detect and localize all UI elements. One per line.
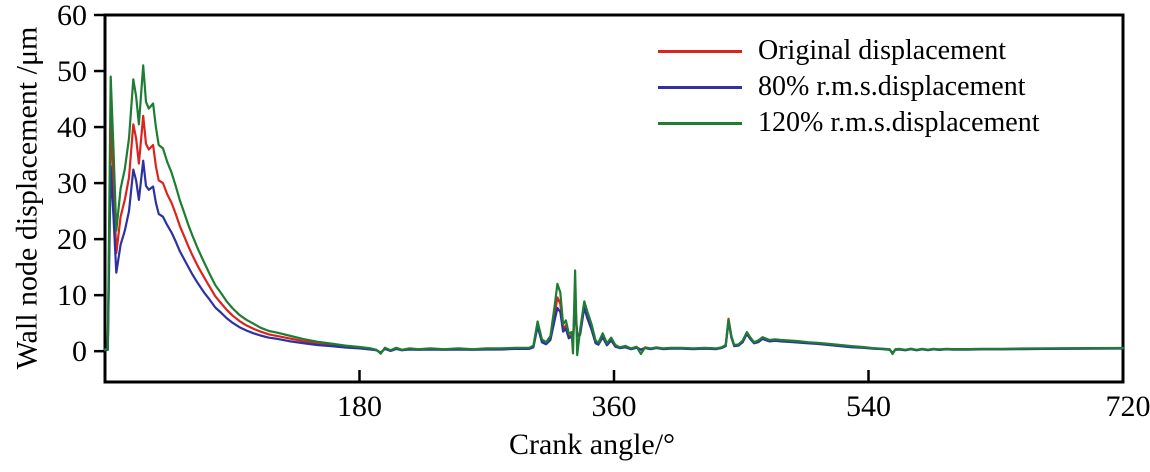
x-axis-title: Crank angle/° (509, 428, 675, 461)
y-tick-label: 30 (57, 167, 87, 200)
series-line-2 (103, 159, 1125, 354)
legend-line-swatch-blue (658, 85, 742, 89)
y-tick-label: 40 (57, 111, 87, 144)
legend-line-swatch-red (658, 49, 742, 53)
series-line-3 (103, 64, 1125, 357)
legend-label-80-rms-displacement: 80% r.m.s.displacement (758, 71, 1026, 102)
x-tick-label: 720 (1106, 390, 1150, 423)
series-line-1 (103, 114, 1125, 355)
legend-item-80-rms-displacement: 80% r.m.s.displacement (658, 69, 1040, 105)
x-tick-label: 180 (337, 390, 382, 423)
x-tick-label: 540 (846, 390, 891, 423)
plot-area: 0 10 20 30 40 50 60 180 360 540 720 (57, 0, 1150, 423)
y-tick-label: 50 (57, 55, 87, 88)
legend: Original displacement 80% r.m.s.displace… (658, 33, 1040, 141)
legend-label-original-displacement: Original displacement (758, 35, 1007, 66)
legend-label-120-rms-displacement: 120% r.m.s.displacement (758, 107, 1040, 138)
legend-item-original-displacement: Original displacement (658, 33, 1040, 69)
legend-item-120-rms-displacement: 120% r.m.s.displacement (658, 105, 1040, 141)
y-tick-label: 60 (57, 0, 87, 32)
y-axis-title: Wall node displacement /μm (11, 27, 44, 370)
legend-line-swatch-green (658, 121, 742, 125)
y-tick-label: 10 (57, 279, 87, 312)
x-tick-label: 360 (592, 390, 637, 423)
y-tick-label: 0 (72, 335, 87, 368)
y-tick-label: 20 (57, 223, 87, 256)
